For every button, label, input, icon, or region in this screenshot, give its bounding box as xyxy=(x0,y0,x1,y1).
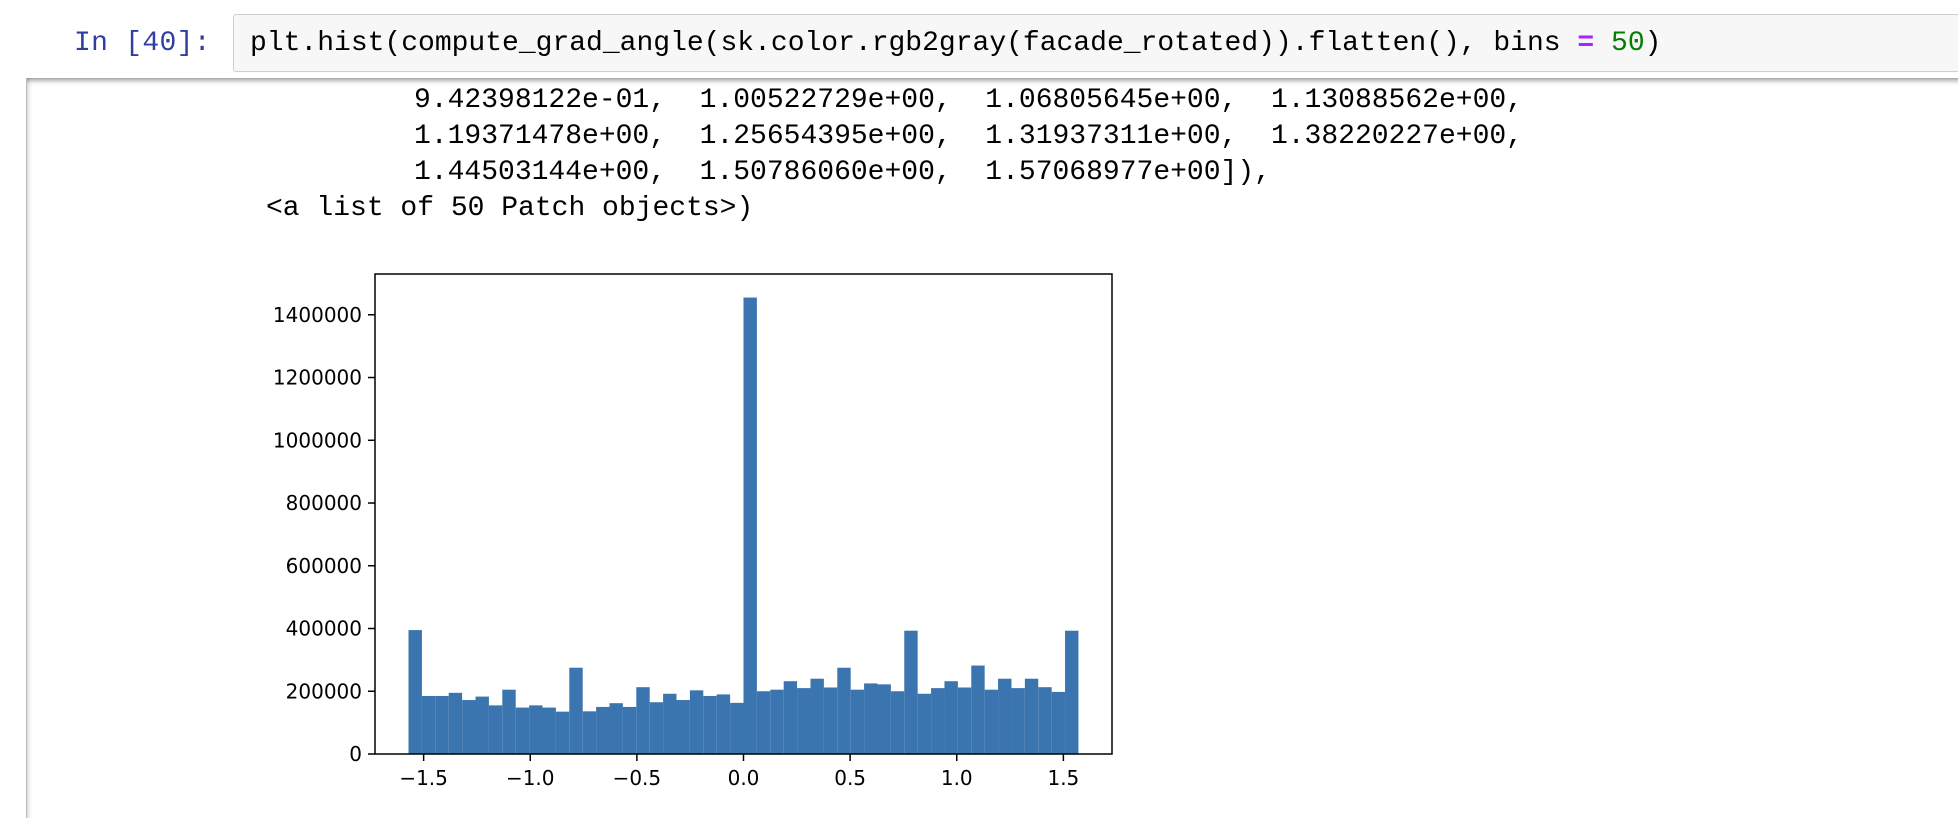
histogram-bar xyxy=(663,693,677,754)
histogram-bar xyxy=(596,706,610,754)
histogram-bar xyxy=(542,707,556,754)
histogram-bar xyxy=(770,689,784,754)
histogram-bar xyxy=(703,695,717,754)
histogram-bar xyxy=(743,297,757,754)
histogram-bar xyxy=(555,711,570,754)
histogram-bar xyxy=(1065,630,1079,754)
histogram-bar xyxy=(877,684,891,754)
x-tick-label: −1.5 xyxy=(399,766,448,790)
code-input-cell[interactable]: plt.hist(compute_grad_angle(sk.color.rgb… xyxy=(233,14,1958,72)
x-tick-label: 0.5 xyxy=(834,766,866,790)
histogram-bar xyxy=(689,690,704,754)
output-line-4: <a list of 50 Patch objects>) xyxy=(266,193,754,224)
histogram-bar xyxy=(904,630,918,754)
histogram-bar xyxy=(917,693,932,754)
histogram-bar xyxy=(649,702,664,754)
x-tick-label: 1.5 xyxy=(1047,766,1079,790)
histogram-bar xyxy=(462,700,476,754)
histogram-bar xyxy=(998,678,1012,754)
y-tick-label: 0 xyxy=(349,742,362,766)
histogram-bar xyxy=(475,696,489,754)
code-number: 50 xyxy=(1611,28,1645,59)
y-tick-label: 200000 xyxy=(286,679,362,703)
y-tick-label: 800000 xyxy=(286,491,362,515)
histogram-bar xyxy=(515,707,530,754)
output-line-2: 1.19371478e+00, 1.25654395e+00, 1.319373… xyxy=(414,121,1523,152)
histogram-bar xyxy=(622,706,637,754)
histogram-bar xyxy=(1024,678,1039,754)
histogram-bar xyxy=(823,687,838,754)
histogram-bar xyxy=(676,700,690,754)
y-tick-label: 1000000 xyxy=(273,428,362,452)
histogram-bar xyxy=(435,695,449,754)
histogram-bar xyxy=(984,689,999,754)
histogram-bar xyxy=(730,702,744,754)
histogram-bar xyxy=(1038,687,1052,754)
x-tick-label: −1.0 xyxy=(506,766,555,790)
histogram-bar xyxy=(448,692,463,754)
histogram-bar xyxy=(582,711,597,754)
histogram-bar xyxy=(529,705,543,754)
histogram-bar xyxy=(408,630,422,754)
y-tick-label: 1200000 xyxy=(273,366,362,390)
histogram-bar xyxy=(1051,691,1066,754)
histogram-bar xyxy=(890,691,905,754)
histogram-bar xyxy=(569,667,583,754)
histogram-bar xyxy=(488,705,503,754)
histogram-bar xyxy=(797,688,811,754)
y-tick-label: 1400000 xyxy=(273,303,362,327)
histogram-bar xyxy=(971,665,985,754)
histogram-bar xyxy=(931,688,945,754)
histogram-bar xyxy=(957,687,972,754)
x-tick-label: −0.5 xyxy=(613,766,662,790)
code-operator: = xyxy=(1577,28,1595,59)
x-tick-label: 0.0 xyxy=(728,766,760,790)
histogram-bar xyxy=(1011,688,1025,754)
histogram-bar xyxy=(716,694,731,754)
histogram-bar xyxy=(837,667,851,754)
x-tick-label: 1.0 xyxy=(941,766,973,790)
cell-prompt: In [40]: xyxy=(74,28,211,59)
histogram-bar xyxy=(502,689,516,754)
y-tick-label: 600000 xyxy=(286,554,362,578)
code-text[interactable]: plt.hist(compute_grad_angle(sk.color.rgb… xyxy=(250,28,1661,59)
histogram-bar xyxy=(421,695,436,754)
histogram-bar xyxy=(609,703,623,754)
histogram-bar xyxy=(864,683,878,754)
histogram-bar xyxy=(783,681,798,754)
code-main: plt.hist(compute_grad_angle(sk.color.rgb… xyxy=(250,28,1578,59)
output-line-1: 9.42398122e-01, 1.00522729e+00, 1.068056… xyxy=(414,85,1523,116)
code-end: ) xyxy=(1644,28,1662,59)
histogram-bar xyxy=(850,689,865,754)
histogram-bar xyxy=(944,681,958,754)
histogram-bar xyxy=(636,687,650,754)
y-tick-label: 400000 xyxy=(286,617,362,641)
output-line-3: 1.44503144e+00, 1.50786060e+00, 1.570689… xyxy=(414,157,1271,188)
histogram-bar xyxy=(756,691,771,754)
histogram-bar xyxy=(810,678,824,754)
